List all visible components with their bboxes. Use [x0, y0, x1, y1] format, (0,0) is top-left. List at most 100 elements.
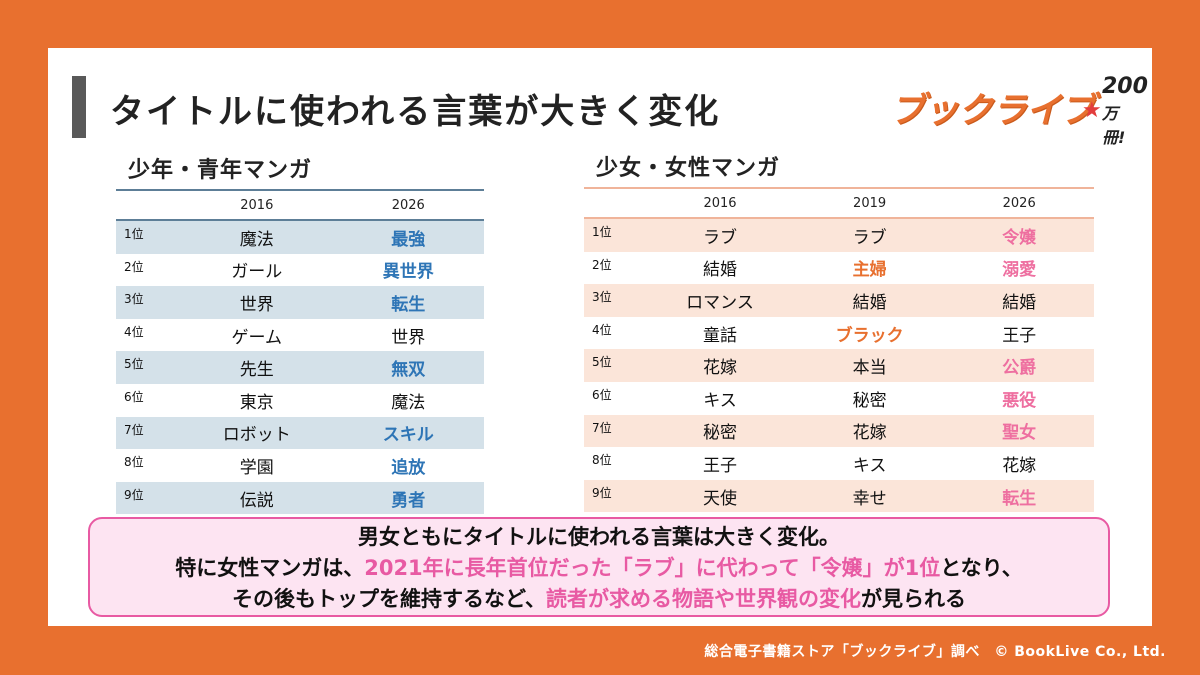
word-2026-cell: 勇者 — [391, 490, 426, 511]
word-2016-cell: ガール — [231, 262, 283, 283]
table-row: 5位 花嫁 本当 公爵 — [584, 349, 1094, 382]
summary-text: となり、 — [940, 556, 1023, 580]
word-2019-cell: 本当 — [852, 358, 887, 379]
rank-cell: 4位 — [592, 322, 612, 337]
summary-line-3: その後もトップを維持するなど、読者が求める物語や世界観の変化が見られる — [90, 584, 1108, 615]
left-section-title: 少年・青年マンガ — [128, 158, 313, 183]
table-row: 9位 伝説 勇者 — [116, 481, 484, 515]
word-2026-cell: 世界 — [391, 327, 426, 348]
word-2016-cell: ロマンス — [686, 292, 754, 313]
rank-cell: 3位 — [124, 292, 144, 307]
rank-cell: 4位 — [124, 324, 144, 339]
column-header-2016: 2016 — [703, 195, 737, 211]
rank-cell: 5位 — [592, 355, 612, 370]
rank-cell: 1位 — [124, 227, 144, 241]
word-2016-cell: 花嫁 — [703, 358, 737, 379]
word-2019-cell: 秘密 — [852, 390, 887, 411]
table-row: 3位 世界 転生 — [116, 286, 484, 319]
word-2026-cell: 花嫁 — [1002, 455, 1037, 476]
table-row: 9位 天使 幸せ 転生 — [584, 479, 1094, 513]
summary-highlight: 2021年に長年首位だった「ラブ」に代わって「令嬢」が1位 — [364, 556, 941, 580]
summary-text: 特に女性マンガは、 — [175, 556, 365, 580]
word-2026-cell: 王子 — [1002, 325, 1037, 346]
rank-cell: 8位 — [592, 453, 612, 468]
logo-number: 200 — [1102, 74, 1148, 99]
word-2016-cell: 天使 — [703, 488, 737, 509]
rank-cell: 1位 — [592, 225, 612, 239]
word-2016-cell: ロボット — [222, 425, 291, 446]
rank-cell: 2位 — [592, 257, 612, 272]
word-2026-cell: 公爵 — [1002, 358, 1037, 379]
summary-line-1: 男女ともにタイトルに使われる言葉は大きく変化。 — [90, 522, 1108, 553]
table-row: 6位 東京 魔法 — [116, 384, 484, 417]
table-row: 8位 王子 キス 花嫁 — [584, 447, 1094, 480]
rank-cell: 7位 — [592, 420, 612, 435]
column-header-2019: 2019 — [853, 195, 887, 211]
summary-box: 男女ともにタイトルに使われる言葉は大きく変化。 特に女性マンガは、2021年に長… — [88, 517, 1110, 617]
rank-column-header — [116, 190, 181, 220]
word-2016-cell: 結婚 — [703, 260, 737, 281]
summary-text: その後もトップを維持するなど、 — [232, 587, 546, 611]
word-2026-cell: 悪役 — [1002, 390, 1037, 411]
word-2016-cell: ラブ — [703, 227, 737, 248]
summary-text: 男女ともにタイトルに使われる言葉は大きく変化。 — [358, 525, 840, 549]
summary-text: が見られる — [860, 587, 966, 611]
table-row: 7位 秘密 花嫁 聖女 — [584, 414, 1094, 448]
word-2016-cell: 秘密 — [703, 423, 737, 444]
table-row: 4位 ゲーム 世界 — [116, 319, 484, 352]
word-2016-cell: 東京 — [239, 392, 274, 413]
word-2026-cell: 最強 — [391, 229, 426, 250]
table-row: 1位 ラブ ラブ 令嬢 — [584, 218, 1094, 252]
word-2026-cell: 魔法 — [391, 392, 426, 413]
rank-cell: 6位 — [124, 389, 144, 404]
word-2026-cell: 無双 — [391, 360, 426, 381]
summary-highlight: 読者が求める物語や世界観の変化 — [545, 587, 861, 611]
table-row: 6位 キス 秘密 悪役 — [584, 382, 1094, 415]
rank-cell: 2位 — [124, 259, 144, 274]
rank-cell: 6位 — [592, 387, 612, 402]
word-2026-cell: 異世界 — [382, 262, 434, 283]
table-header-row: 2016 2019 2026 — [584, 188, 1094, 218]
table-row: 1位 魔法 最強 — [116, 220, 484, 254]
content-card: タイトルに使われる言葉が大きく変化 ブックライブ ★ 200 万冊! 少年・青年… — [48, 48, 1152, 626]
word-2019-cell: 花嫁 — [852, 423, 887, 444]
word-2026-cell: 令嬢 — [1002, 227, 1037, 248]
rank-cell: 8位 — [124, 455, 144, 470]
word-2019-cell: ブラック — [835, 325, 904, 346]
rank-cell: 9位 — [592, 485, 612, 500]
column-header-2026: 2026 — [391, 197, 425, 213]
word-2026-cell: 転生 — [1002, 488, 1037, 509]
rank-column-header — [584, 188, 645, 218]
booklive-logo: ブックライブ ★ 200 万冊! — [890, 72, 1148, 147]
word-2019-cell: 主婦 — [852, 260, 887, 281]
logo-text: ブックライブ — [890, 91, 1095, 131]
table-row: 5位 先生 無双 — [116, 351, 484, 384]
right-section-title: 少女・女性マンガ — [596, 156, 781, 181]
word-2016-cell: 魔法 — [239, 229, 274, 250]
title-accent-bar — [72, 76, 86, 138]
table-row: 4位 童話 ブラック 王子 — [584, 317, 1094, 350]
word-2016-cell: 王子 — [703, 455, 737, 476]
word-2016-cell: 世界 — [239, 294, 274, 315]
word-2019-cell: 幸せ — [852, 488, 887, 509]
rank-cell: 3位 — [592, 290, 612, 305]
rank-cell: 9位 — [124, 487, 144, 502]
word-2016-cell: キス — [703, 390, 737, 411]
page-title: タイトルに使われる言葉が大きく変化 — [110, 92, 721, 132]
word-2026-cell: スキル — [382, 425, 434, 446]
rank-cell: 5位 — [124, 357, 144, 372]
word-2026-cell: 追放 — [391, 457, 426, 478]
word-2016-cell: 先生 — [239, 360, 274, 381]
boys-manga-ranking-table: 2016 2026 1位 魔法 最強 2位 ガール 異世界 3位 世界 転生 4位 ゲーム 世界 5位先… — [116, 189, 484, 549]
star-icon: ★ — [1082, 98, 1102, 123]
word-2026-cell: 転生 — [391, 294, 426, 315]
table-row: 2位 ガール 異世界 — [116, 254, 484, 287]
summary-line-2: 特に女性マンガは、2021年に長年首位だった「ラブ」に代わって「令嬢」が1位とな… — [90, 553, 1108, 584]
word-2019-cell: ラブ — [852, 227, 887, 248]
table-row: 8位 学園 追放 — [116, 449, 484, 482]
word-2026-cell: 溺愛 — [1002, 260, 1037, 281]
column-header-2026: 2026 — [1002, 195, 1036, 211]
table-row: 3位 ロマンス 結婚 結婚 — [584, 284, 1094, 317]
word-2016-cell: 学園 — [239, 457, 274, 478]
rank-cell: 7位 — [124, 422, 144, 437]
